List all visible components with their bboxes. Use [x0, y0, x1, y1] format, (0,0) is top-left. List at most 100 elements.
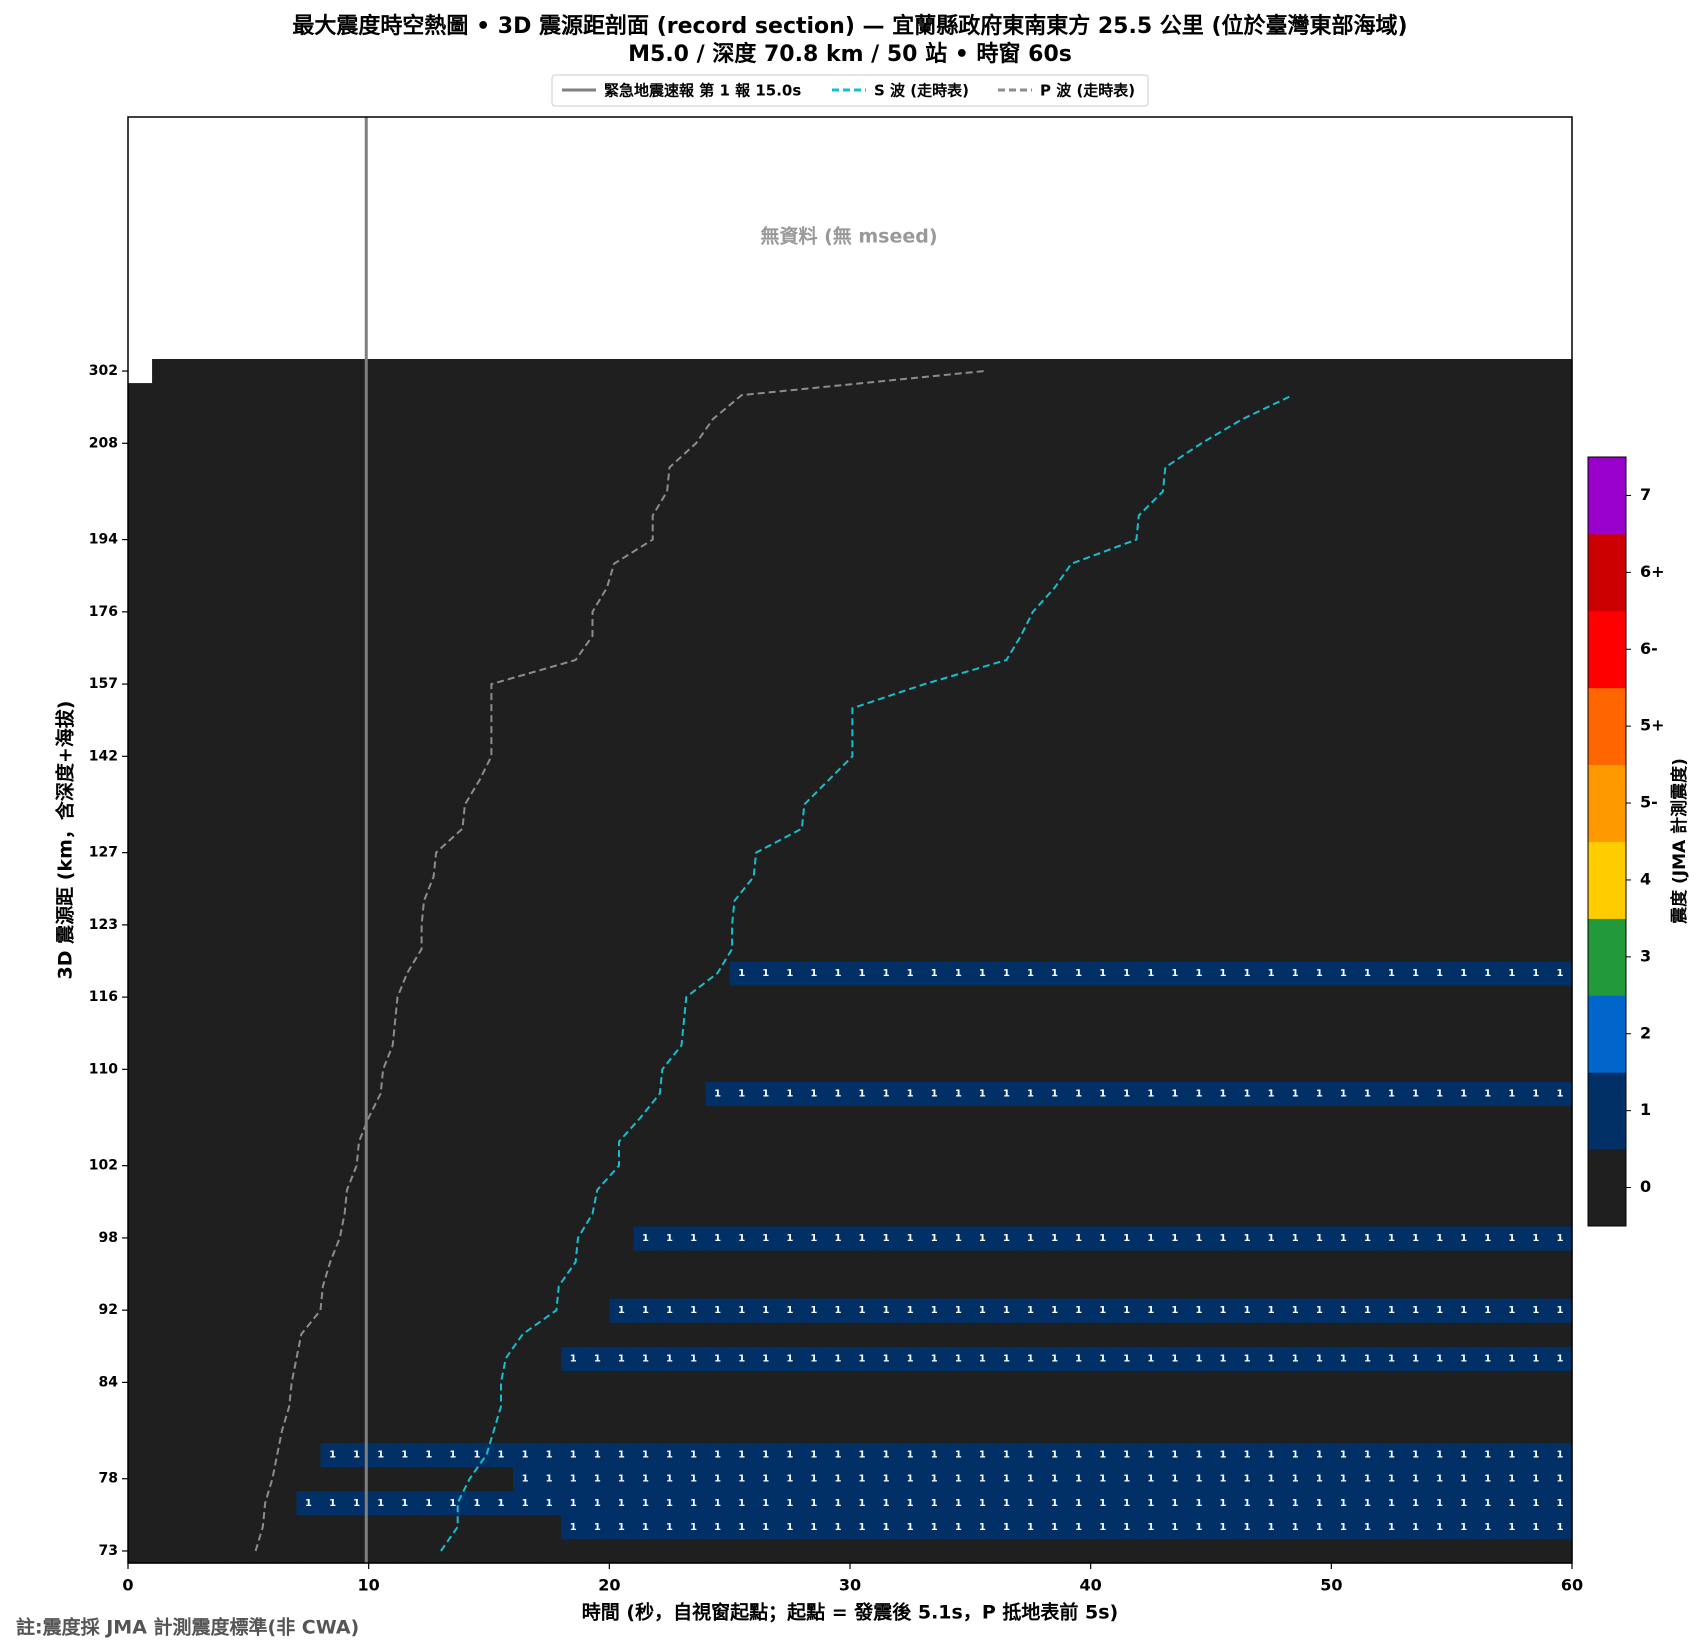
heat-cell [1114, 792, 1140, 818]
heat-cell [1138, 1274, 1164, 1299]
heat-cell [801, 1105, 827, 1131]
heat-cell [200, 455, 225, 480]
heat-cell [561, 936, 586, 962]
heat-cell [681, 768, 707, 794]
heat-cell [681, 1466, 707, 1492]
heat-cell [1235, 1081, 1260, 1107]
heat-cell [1259, 1466, 1284, 1492]
heat-cell [1283, 479, 1308, 505]
heat-cell [874, 1298, 899, 1323]
heat-cell [1259, 1298, 1284, 1323]
heat-cell [368, 1201, 394, 1227]
heat-cell [1211, 1322, 1236, 1347]
heat-cell [1379, 551, 1405, 577]
heat-cell [152, 1057, 177, 1082]
heat-cell [1499, 1225, 1525, 1251]
heat-cell [1162, 1490, 1188, 1516]
heat-cell [440, 1442, 466, 1468]
heat-cell [1331, 1538, 1356, 1564]
heat-cell [1259, 503, 1284, 529]
heat-cell [1138, 840, 1164, 866]
heat-cell [1499, 792, 1525, 818]
cell-label: 1 [1364, 1522, 1371, 1533]
heat-cell [777, 985, 803, 1010]
cell-label: 1 [1412, 1498, 1419, 1509]
heat-cell [128, 1442, 153, 1468]
heat-cell [1523, 1009, 1549, 1034]
heat-cell [200, 792, 225, 818]
heat-cell [1211, 479, 1236, 505]
cell-label: 1 [1244, 1498, 1251, 1509]
heat-cell [970, 1490, 995, 1516]
heat-cell [368, 1514, 394, 1540]
cell-label: 1 [1460, 1305, 1467, 1316]
heat-cell [585, 1442, 610, 1468]
heat-cell [1114, 1201, 1140, 1227]
heat-cell [1018, 672, 1044, 697]
heat-cell [633, 455, 659, 480]
heat-cell [1114, 1057, 1140, 1082]
heat-cell [1451, 1298, 1477, 1323]
heat-cell [777, 792, 803, 818]
heat-cell [128, 1274, 153, 1299]
heat-cell [440, 864, 466, 890]
heat-cell [440, 1490, 466, 1516]
heat-cell [1403, 1033, 1429, 1058]
heat-cell [1523, 383, 1549, 408]
heat-cell [633, 1514, 659, 1540]
heat-cell [1186, 1201, 1212, 1227]
heat-cell [922, 527, 947, 553]
heat-cell [1451, 1514, 1477, 1540]
heat-cell [1138, 1201, 1164, 1227]
heat-cell [1066, 888, 1092, 914]
heat-cell [753, 840, 779, 866]
heat-cell [200, 1153, 225, 1179]
heat-cell [224, 1394, 249, 1420]
heat-cell [1547, 1298, 1573, 1323]
cell-label: 1 [931, 1450, 938, 1461]
heat-cell [224, 840, 249, 866]
heat-cell [513, 888, 538, 914]
heat-cell [1427, 1418, 1453, 1444]
heat-cell [1355, 647, 1381, 673]
heat-cell [1475, 985, 1501, 1010]
heat-cell [1499, 1249, 1525, 1275]
heat-cell [1018, 1538, 1044, 1564]
heat-cell [200, 1466, 225, 1492]
heat-cell [585, 1201, 610, 1227]
heat-cell [1523, 1514, 1549, 1540]
cell-label: 1 [1051, 1522, 1058, 1533]
cell-label: 1 [642, 1474, 649, 1485]
heat-cell [850, 1298, 875, 1323]
heat-cell [1066, 527, 1092, 553]
heat-cell [874, 792, 899, 818]
heat-cell [1090, 912, 1116, 938]
heat-cell [874, 1442, 899, 1468]
heat-cell [1114, 768, 1140, 794]
heat-cell [489, 1177, 514, 1203]
heat-cell [416, 888, 442, 914]
heat-cell [922, 985, 947, 1010]
heat-cell [1283, 792, 1308, 818]
heat-cell [850, 1129, 875, 1155]
heat-cell [224, 1370, 249, 1396]
cell-label: 1 [1220, 1233, 1227, 1244]
heat-cell [537, 599, 562, 625]
heat-cell [128, 936, 153, 962]
heat-cell [1475, 1009, 1501, 1034]
heat-cell [1523, 864, 1549, 890]
y-tick-label: 176 [89, 604, 118, 620]
heat-cell [1355, 1346, 1381, 1371]
heat-cell [1186, 551, 1212, 577]
heat-cell [1307, 1081, 1332, 1107]
heat-cell [1114, 912, 1140, 938]
heat-cell [392, 383, 418, 408]
heat-cell [922, 816, 947, 842]
heat-cell [1547, 1081, 1573, 1107]
heat-cell [994, 623, 1020, 649]
heat-cell [561, 816, 586, 842]
heat-cell [681, 816, 707, 842]
heat-cell [585, 383, 610, 408]
heat-cell [1162, 1442, 1188, 1468]
heat-cell [392, 696, 418, 721]
